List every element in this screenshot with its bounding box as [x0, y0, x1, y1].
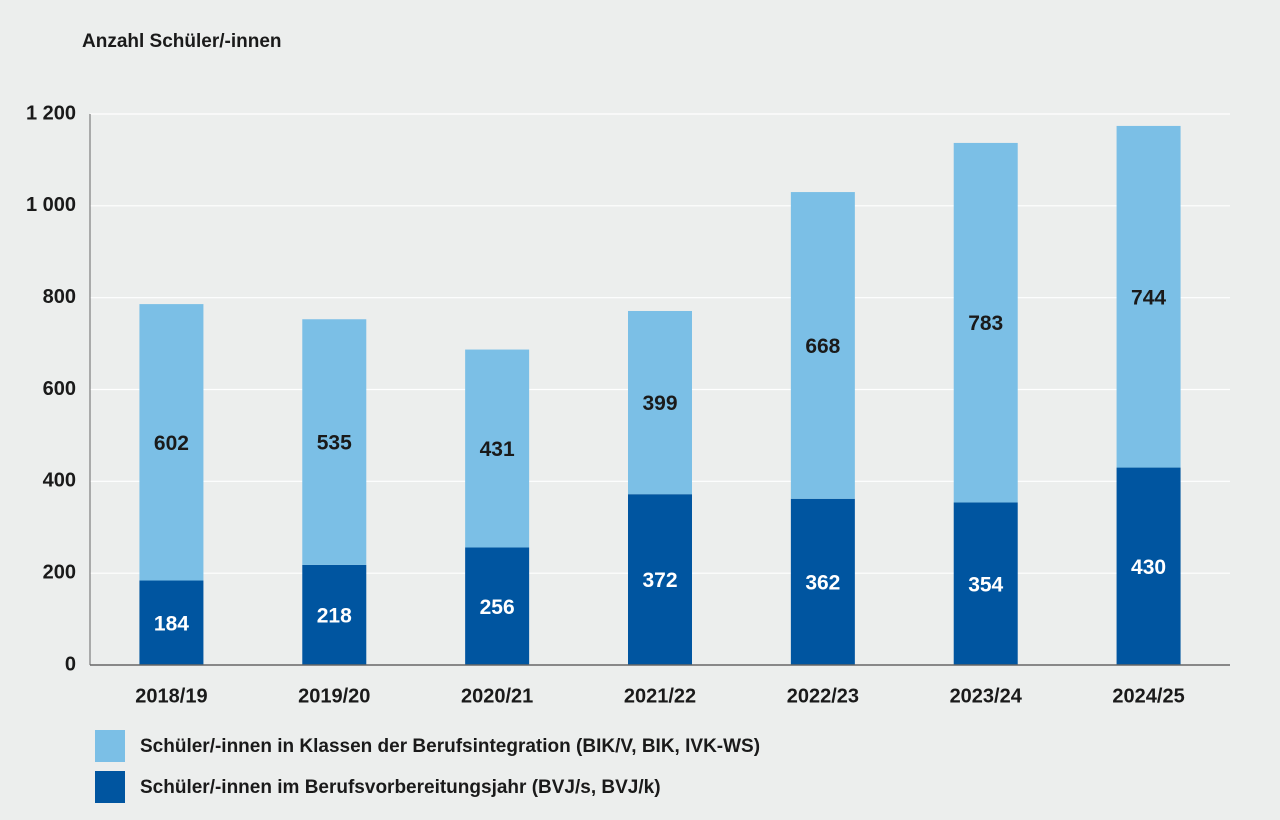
bar-segment — [790, 498, 855, 665]
y-tick-label: 1 000 — [26, 194, 76, 216]
bar-segment — [953, 142, 1018, 503]
x-tick-label: 2020/21 — [461, 685, 533, 707]
bar-segment — [790, 192, 855, 499]
bar-segment — [302, 319, 367, 565]
bar-segment — [465, 547, 530, 665]
bar-segment — [1116, 467, 1181, 665]
data-label: 535 — [317, 432, 352, 455]
y-tick-label: 600 — [43, 378, 76, 400]
y-tick-label: 0 — [65, 653, 76, 675]
data-label: 362 — [805, 571, 840, 594]
bar-segment — [628, 494, 692, 665]
bar-segment — [628, 310, 692, 495]
x-tick-label: 2022/23 — [787, 685, 859, 707]
x-tick-label: 2023/24 — [950, 685, 1023, 707]
bar-segment — [953, 502, 1018, 665]
data-label: 372 — [642, 569, 677, 592]
data-label: 354 — [968, 573, 1003, 596]
bar-segment — [465, 349, 530, 548]
data-label: 256 — [480, 596, 515, 619]
data-label: 218 — [317, 604, 352, 627]
x-tick-label: 2019/20 — [298, 685, 370, 707]
y-tick-label: 800 — [43, 286, 76, 308]
bar-segment — [302, 564, 367, 665]
bar-segment — [139, 580, 204, 665]
data-label: 399 — [642, 392, 677, 415]
data-label: 431 — [480, 438, 515, 461]
data-label: 668 — [805, 335, 840, 358]
data-label: 430 — [1131, 556, 1166, 579]
x-tick-label: 2018/19 — [135, 685, 207, 707]
data-label: 744 — [1131, 286, 1166, 309]
legend-label: Schüler/-innen in Klassen der Berufsinte… — [140, 736, 760, 757]
legend-swatch — [95, 730, 125, 762]
x-tick-label: 2024/25 — [1112, 685, 1184, 707]
legend-label: Schüler/-innen im Berufsvorbereitungsjah… — [140, 777, 661, 798]
chart-title: Anzahl Schüler/-innen — [82, 31, 282, 52]
data-label: 602 — [154, 432, 189, 455]
legend-swatch — [95, 771, 125, 803]
bar-segment — [1116, 125, 1181, 468]
y-tick-label: 400 — [43, 470, 76, 492]
x-tick-label: 2021/22 — [624, 685, 696, 707]
bar-segment — [139, 304, 204, 581]
data-label: 783 — [968, 312, 1003, 335]
data-label: 184 — [154, 612, 189, 635]
y-tick-label: 200 — [43, 561, 76, 583]
y-tick-label: 1 200 — [26, 102, 76, 124]
